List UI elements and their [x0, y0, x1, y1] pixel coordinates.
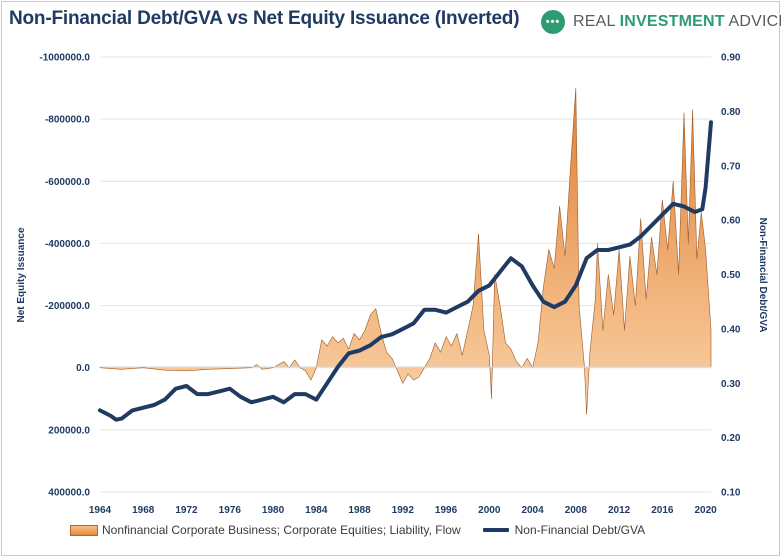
brand-suffix: ADVICE [728, 13, 781, 30]
brand-prefix: REAL [573, 13, 620, 30]
legend-line-swatch [482, 528, 509, 532]
brand-dots-icon: ••• [541, 10, 565, 34]
gridlines [100, 56, 711, 493]
left-tick-label: 400000.0 [48, 488, 90, 499]
x-tick-label: 2004 [521, 505, 544, 516]
legend-line-label: Non-Financial Debt/GVA [514, 523, 646, 537]
right-tick-label: 0.70 [721, 161, 741, 172]
right-tick-label: 0.20 [721, 433, 741, 444]
x-axis-ticks: 1964 1968 1972 1976 1980 1984 1988 1992 1996 2000… [89, 505, 717, 516]
right-axis-ticks: 0.90 0.80 0.70 0.60 0.50 0.40 0.30 0.20 0.10 [721, 53, 741, 499]
left-tick-label: -200000.0 [45, 301, 90, 312]
right-tick-label: 0.40 [721, 324, 741, 335]
brand-logo: ••• REAL INVESTMENT ADVICE [541, 8, 781, 36]
legend-area-label: Nonfinancial Corporate Business; Corpora… [102, 523, 461, 537]
left-tick-label: 0.0 [76, 363, 90, 374]
x-tick-label: 2000 [478, 505, 501, 516]
x-tick-label: 2020 [694, 505, 717, 516]
left-axis-ticks: -1000000.0 -800000.0 -600000.0 -400000.0 -20… [39, 53, 90, 499]
left-tick-label: -800000.0 [45, 115, 90, 126]
right-tick-label: 0.30 [721, 379, 741, 390]
legend-item-debt-gva: Non-Financial Debt/GVA [482, 523, 646, 537]
x-tick-label: 1992 [392, 505, 415, 516]
legend-area-swatch [70, 524, 98, 536]
left-tick-label: -1000000.0 [39, 53, 90, 64]
equity-issuance-area-layer [99, 87, 712, 415]
left-axis-label: Net Equity Issuance [16, 227, 27, 322]
right-tick-label: 0.10 [721, 488, 741, 499]
legend-item-equity-issuance: Nonfinancial Corporate Business; Corpora… [70, 523, 461, 537]
left-tick-label: -600000.0 [45, 177, 90, 188]
x-tick-label: 1996 [435, 505, 458, 516]
chart-title: Non-Financial Debt/GVA vs Net Equity Iss… [9, 8, 520, 29]
left-tick-label: 200000.0 [48, 425, 90, 436]
x-tick-label: 2008 [565, 505, 588, 516]
right-axis-label: Non-Financial Debt/GVA [757, 218, 768, 333]
left-tick-label: -400000.0 [45, 239, 90, 250]
right-tick-label: 0.60 [721, 216, 741, 227]
x-tick-label: 1964 [89, 505, 112, 516]
x-tick-label: 1980 [262, 505, 285, 516]
x-tick-label: 1988 [348, 505, 371, 516]
brand-name: REAL INVESTMENT ADVICE [573, 13, 781, 31]
right-tick-label: 0.50 [721, 270, 741, 281]
chart-legend: Nonfinancial Corporate Business; Corpora… [70, 523, 667, 537]
right-tick-label: 0.90 [721, 53, 741, 64]
x-tick-label: 1976 [219, 505, 242, 516]
right-tick-label: 0.80 [721, 107, 741, 118]
x-tick-label: 2016 [651, 505, 674, 516]
x-tick-label: 2012 [608, 505, 631, 516]
debt-gva-line [98, 120, 713, 422]
x-tick-label: 1968 [132, 505, 155, 516]
x-tick-label: 1972 [175, 505, 198, 516]
brand-accent: INVESTMENT [619, 13, 725, 30]
equity-issuance-area [99, 87, 712, 415]
debt-gva-line-layer [98, 120, 713, 422]
x-tick-label: 1984 [305, 505, 328, 516]
